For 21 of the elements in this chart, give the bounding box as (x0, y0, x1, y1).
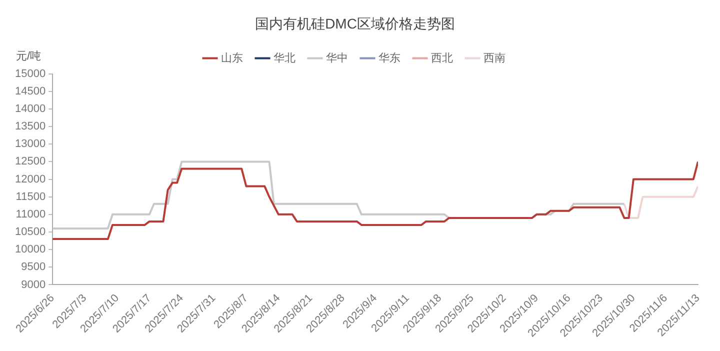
y-tick-label: 14500 (14, 85, 46, 98)
y-tick-label: 13000 (14, 138, 46, 150)
legend-label: 华北 (274, 51, 296, 64)
y-tick-label: 9500 (21, 261, 46, 274)
y-tick-label: 11000 (16, 208, 46, 220)
y-tick-label: 10500 (14, 226, 46, 238)
y-tick-label: 9000 (21, 278, 46, 291)
chart-title: 国内有机硅DMC区域价格走势图 (255, 15, 455, 32)
legend-label: 华中 (326, 51, 348, 64)
y-tick-label: 14000 (14, 102, 46, 115)
legend-label: 西北 (431, 51, 453, 64)
y-tick-label: 12000 (14, 173, 46, 186)
y-tick-label: 10000 (14, 244, 46, 256)
legend-label: 西南 (484, 51, 506, 64)
y-tick-label: 15000 (14, 68, 46, 80)
y-tick-label: 13500 (14, 120, 46, 133)
y-tick-label: 11500 (16, 190, 46, 203)
legend-label: 华东 (378, 51, 400, 64)
y-tick-label: 12500 (14, 156, 46, 168)
y-axis-title: 元/吨 (16, 49, 42, 62)
legend-label: 山东 (221, 51, 243, 64)
